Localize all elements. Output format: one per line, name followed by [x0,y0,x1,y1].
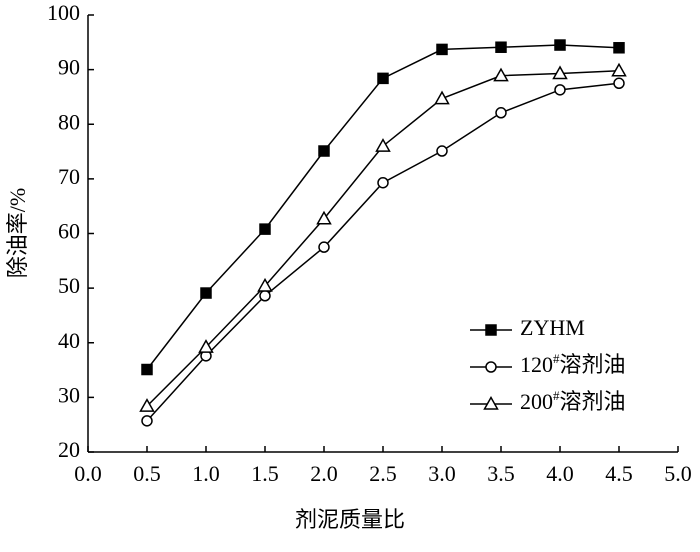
data-point [377,176,389,189]
x-tick-label: 3.5 [487,461,515,486]
data-point [434,90,450,105]
x-tick-label: 4.0 [546,461,574,486]
data-point [495,41,507,53]
data-point [139,398,155,412]
y-tick-label: 90 [58,55,80,80]
data-point [436,145,448,157]
x-tick-label: 3.0 [428,461,456,486]
x-tick-label: 1.5 [251,461,279,486]
y-tick-label: 50 [58,273,80,298]
data-point [611,62,627,77]
y-tick-label: 100 [47,0,80,25]
legend-marker [485,361,497,373]
x-tick-label: 0.5 [133,461,161,486]
data-point [613,77,625,90]
data-point [198,339,214,353]
y-axis-label: 除油率/% [5,188,30,278]
data-point [316,210,332,225]
legend-label: 200#溶剂油 [520,388,626,414]
data-point [259,223,271,235]
data-point [554,39,566,51]
data-point [436,43,448,56]
x-tick-label: 2.0 [310,461,338,486]
legend-marker [485,324,497,336]
data-point [377,72,389,85]
x-tick-label: 0.0 [74,461,102,486]
data-point [141,415,153,427]
data-point [613,42,625,54]
data-point [200,287,212,299]
data-point [552,65,568,80]
data-point [318,241,330,253]
data-point [495,107,507,119]
data-point [554,84,566,96]
data-point [257,277,273,292]
y-tick-label: 40 [58,328,80,353]
y-tick-label: 80 [58,109,80,134]
legend-label: ZYHM [520,315,585,340]
y-tick-label: 60 [58,219,80,244]
x-tick-label: 4.5 [605,461,633,486]
x-tick-label: 1.0 [192,461,220,486]
y-tick-label: 70 [58,164,80,189]
x-axis-label: 剂泥质量比 [295,507,405,532]
data-point [259,290,271,302]
legend-label: 120#溶剂油 [520,351,626,377]
data-point [375,138,391,152]
x-tick-label: 5.0 [664,461,692,486]
y-tick-label: 30 [58,382,80,407]
legend-marker [483,395,499,410]
y-tick-label: 20 [58,437,80,462]
data-point [141,363,153,376]
data-point [318,145,330,157]
data-point [493,67,509,82]
x-tick-label: 2.5 [369,461,397,486]
